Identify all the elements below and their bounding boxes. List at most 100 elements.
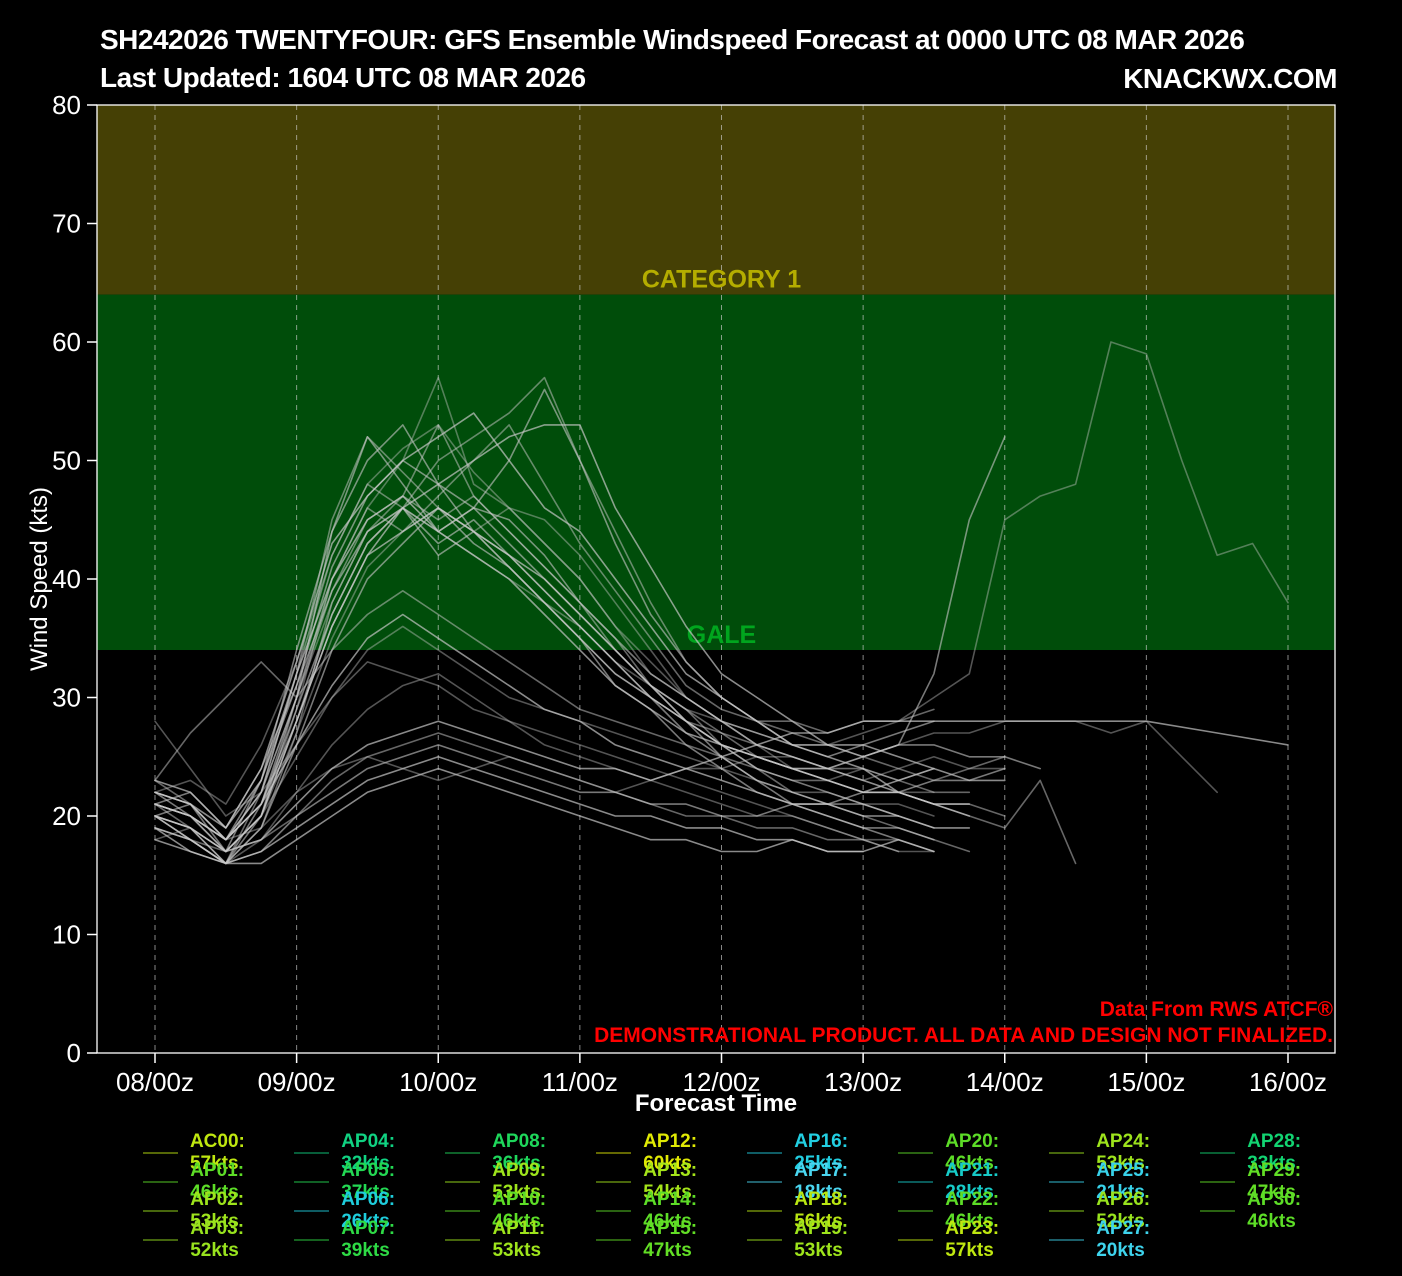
ensemble-line-ap29 [154,495,1006,829]
legend-label: AP14: 46kts [643,1188,698,1232]
legend-label: AP17: 18kts [794,1159,849,1203]
legend-item-ap07: AP07: 39kts [294,1218,441,1261]
legend-column: AC00: 57kts AP01: 46kts AP02: 53kts AP03: 5… [143,1131,290,1261]
ensemble-line-ap20 [154,507,935,853]
chart-title: SH242026 TWENTYFOUR: GFS Ensemble Windsp… [100,24,1245,55]
legend-item-ap20: AP20: 46kts [898,1131,1045,1174]
legend-label: AP28: 33kts [1247,1130,1302,1174]
legend-label: AP26: 52kts [1096,1188,1151,1232]
legend-item-ap02: AP02: 53kts [143,1189,290,1232]
ensemble-line-ap17 [154,767,864,865]
legend-label: AP03: 52kts [190,1217,245,1261]
legend-swatch-line [1200,1180,1236,1183]
legend-label: AP01: 46kts [190,1159,245,1203]
legend-swatch-line [596,1209,632,1212]
ensemble-line-ap25 [154,755,935,865]
legend-item-ap01: AP01: 46kts [143,1160,290,1203]
y-tick-label: 10 [52,920,81,950]
legend-label: AP08: 36kts [492,1130,547,1174]
legend-swatch-line [747,1238,783,1241]
ensemble-line-ap26 [154,435,1006,841]
x-tick-label: 16/00z [1249,1067,1327,1097]
intensity-zone-below-gale [97,650,1335,1053]
x-tick-label: 08/00z [116,1067,194,1097]
legend-swatch-line [445,1151,481,1154]
legend-swatch-line [143,1238,179,1241]
legend-item-ap19: AP19: 53kts [747,1218,894,1261]
legend-item-ap14: AP14: 46kts [596,1189,743,1232]
legend-column: AP24: 53kts AP25: 21kts AP26: 52kts AP27: 2… [1049,1131,1196,1261]
legend-item-ap12: AP12: 60kts [596,1131,743,1174]
legend-label: AP18: 56kts [794,1188,849,1232]
y-axis-title: Wind Speed (kts) [26,486,53,672]
legend-item-ap27: AP27: 20kts [1049,1218,1196,1261]
intensity-zone-category-1 [97,105,1335,295]
legend-swatch-line [898,1151,934,1154]
legend-item-ap21: AP21: 28kts [898,1160,1045,1203]
x-tick-label: 15/00z [1107,1067,1185,1097]
brand-watermark: KNACKWX.COM [1123,63,1337,94]
legend-item-ap15: AP15: 47kts [596,1218,743,1261]
legend-label: AP20: 46kts [945,1130,1000,1174]
ensemble-line-ap08 [154,625,935,853]
legend-swatch-line [294,1180,330,1183]
legend-column: AP20: 46kts AP21: 28kts AP22: 46kts AP23: 5… [898,1131,1045,1261]
legend-label: AP07: 39kts [341,1217,396,1261]
legend-swatch-line [1049,1180,1085,1183]
x-tick-label: 14/00z [966,1067,1044,1097]
demo-disclaimer: DEMONSTRATIONAL PRODUCT. ALL DATA AND DE… [594,1024,1333,1047]
y-tick-label: 20 [52,801,81,831]
legend-swatch-line [1049,1238,1085,1241]
legend-item-ap06: AP06: 26kts [294,1189,441,1232]
ensemble-line-ap11 [154,424,935,853]
legend-label: AP05: 37kts [341,1159,396,1203]
legend-item-ap09: AP09: 53kts [445,1160,592,1203]
ensemble-legend: AC00: 57kts AP01: 46kts AP02: 53kts AP03: 5… [143,1131,1347,1261]
legend-item-ap17: AP17: 18kts [747,1160,894,1203]
legend-swatch-line [143,1180,179,1183]
legend-label: AP11: 53kts [492,1217,546,1261]
ensemble-line-ap19 [154,424,971,865]
legend-swatch-line [143,1151,178,1154]
y-tick-label: 30 [52,683,81,713]
legend-item-ap24: AP24: 53kts [1049,1131,1196,1174]
ensemble-line-ap24 [154,424,1006,805]
legend-column: AP16: 25kts AP17: 18kts AP18: 56kts AP19: 5… [747,1131,894,1261]
legend-label: AP12: 60kts [643,1130,698,1174]
legend-item-ap26: AP26: 52kts [1049,1189,1196,1232]
y-tick-label: 60 [52,327,81,357]
ensemble-line-ap18 [154,388,935,865]
legend-item-ap16: AP16: 25kts [747,1131,894,1174]
legend-swatch-line [747,1151,783,1154]
legend-column: AP08: 36kts AP09: 53kts AP10: 46kts AP11: 5… [445,1131,592,1261]
x-tick-label: 12/00z [682,1067,760,1097]
legend-item-ap13: AP13: 54kts [596,1160,743,1203]
legend-swatch-line [596,1180,632,1183]
legend-label: AP29: 47kts [1247,1159,1302,1203]
legend-item-ap25: AP25: 21kts [1049,1160,1196,1203]
legend-label: AP23: 57kts [945,1217,1000,1261]
legend-swatch-line [445,1209,481,1212]
x-tick-label: 13/00z [824,1067,902,1097]
legend-label: AP02: 53kts [190,1188,245,1232]
y-tick-label: 80 [52,90,81,120]
legend-swatch-line [747,1180,783,1183]
legend-swatch-line [898,1180,934,1183]
zone-label-gale: GALE [687,621,756,649]
legend-swatch-line [898,1209,934,1212]
legend-column: AP12: 60kts AP13: 54kts AP14: 46kts AP15: 4… [596,1131,743,1261]
legend-item-ap03: AP03: 52kts [143,1218,290,1261]
legend-item-ap18: AP18: 56kts [747,1189,894,1232]
legend-item-ap30: AP30: 46kts [1200,1189,1347,1232]
zone-label-category-1: CATEGORY 1 [642,266,801,294]
legend-swatch-line [294,1209,330,1212]
y-tick-label: 40 [52,564,81,594]
legend-label: AP24: 53kts [1096,1130,1151,1174]
legend-swatch-line [294,1151,330,1154]
legend-swatch-line [898,1238,934,1241]
legend-label: AP16: 25kts [794,1130,849,1174]
legend-label: AP22: 46kts [945,1188,1000,1232]
legend-swatch-line [596,1238,632,1241]
